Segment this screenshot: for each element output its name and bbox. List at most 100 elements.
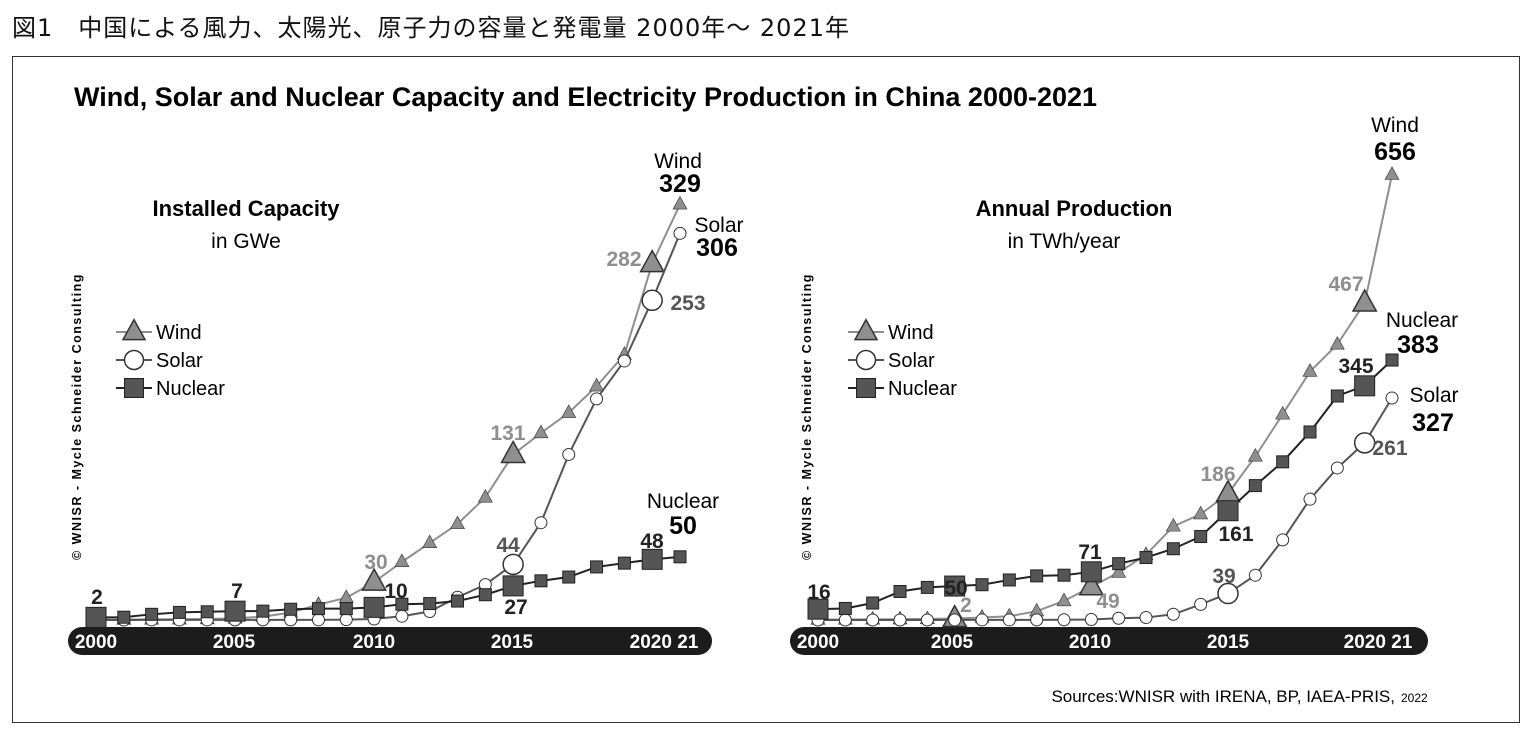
x-tick-label: 2000 — [75, 632, 117, 653]
data-label: 27 — [504, 596, 527, 619]
data-label: 10 — [384, 580, 407, 603]
nuclear-point — [478, 588, 492, 602]
nuclear-point — [502, 575, 524, 597]
data-label: 44 — [496, 534, 520, 557]
data-label: 2 — [91, 586, 103, 609]
x-tick-label: 2020 21 — [630, 632, 699, 653]
solar-point — [975, 613, 989, 627]
solar-point — [893, 613, 907, 627]
solar-point — [1353, 432, 1376, 454]
data-label: 186 — [1200, 463, 1235, 486]
data-label: 253 — [670, 292, 705, 315]
nuclear-point — [117, 610, 131, 624]
x-tick-label: 2010 — [353, 632, 395, 653]
legend-label: Wind — [888, 322, 934, 344]
legend-label: Solar — [888, 350, 935, 372]
data-label: 48 — [640, 530, 664, 553]
nuclear-point — [944, 575, 966, 597]
data-label: 39 — [1212, 565, 1235, 588]
wind-point — [1384, 166, 1400, 180]
nuclear-point — [1303, 425, 1317, 439]
end-label-name: Nuclear — [647, 490, 719, 513]
x-tick-label: 2020 21 — [1344, 632, 1413, 653]
nuclear-point — [1354, 375, 1376, 397]
copyright-right: © WNISR - Mycle Schneider Consulting — [800, 273, 814, 560]
solar-point — [590, 392, 604, 406]
data-label: 16 — [807, 581, 830, 604]
wind-point — [477, 488, 493, 503]
solar-point — [1112, 611, 1126, 625]
data-label: 30 — [364, 551, 387, 574]
nuclear-point — [807, 598, 829, 620]
end-label-value: 383 — [1397, 331, 1439, 359]
nuclear-point — [1330, 389, 1344, 403]
solar-point — [641, 289, 663, 312]
data-label: 7 — [231, 580, 243, 603]
wind-point — [338, 589, 354, 603]
x-tick-label: 2005 — [213, 632, 256, 653]
nuclear-point — [1385, 353, 1399, 367]
end-label-value: 656 — [1374, 138, 1416, 166]
solar-point — [617, 354, 631, 368]
series-line-wind — [95, 203, 681, 621]
wind-point — [422, 534, 438, 549]
nuclear-point — [224, 600, 246, 622]
x-axis-band — [68, 627, 712, 655]
nuclear-point — [363, 596, 385, 618]
nuclear-point — [395, 597, 409, 611]
nuclear-point — [1194, 530, 1208, 544]
solar-point — [1139, 611, 1153, 625]
nuclear-point — [1217, 500, 1239, 522]
wind-point — [361, 567, 387, 591]
solar-point — [1330, 461, 1344, 475]
series-line-nuclear — [817, 359, 1393, 611]
end-label-name: Wind — [1371, 114, 1419, 137]
legend-marker-nuclear — [124, 378, 144, 398]
data-label: 261 — [1372, 437, 1407, 460]
nuclear-point — [85, 606, 107, 628]
nuclear-point — [1030, 569, 1044, 583]
nuclear-point — [590, 560, 604, 574]
panel-subtitle: in GWe — [211, 230, 281, 253]
end-label-value: 327 — [1412, 409, 1454, 437]
nuclear-point — [145, 607, 159, 621]
solar-point — [920, 613, 934, 627]
wind-point — [450, 515, 465, 530]
legend-label: Wind — [156, 322, 202, 344]
nuclear-point — [1139, 551, 1153, 565]
data-label: 2 — [960, 594, 972, 617]
nuclear-point — [617, 556, 631, 570]
x-tick-label: 2000 — [797, 632, 839, 653]
wind-point — [1351, 288, 1378, 312]
solar-point — [1248, 568, 1262, 582]
nuclear-point — [975, 578, 989, 592]
solar-point — [673, 226, 687, 240]
solar-point — [395, 609, 409, 623]
solar-point — [1030, 613, 1044, 627]
legend-label: Nuclear — [156, 378, 225, 400]
series-line-nuclear — [95, 555, 681, 619]
nuclear-point — [920, 580, 934, 594]
end-label-name: Solar — [694, 214, 743, 237]
x-tick-label: 2015 — [491, 632, 534, 653]
figure-title: Wind, Solar and Nuclear Capacity and Ele… — [74, 82, 1097, 112]
nuclear-point — [866, 596, 880, 610]
page-title: 図1 中国による風力、太陽光、原子力の容量と発電量 2000年〜 2021年 — [12, 14, 850, 42]
solar-point — [1217, 582, 1239, 605]
end-label-name: Solar — [1409, 384, 1458, 407]
wind-point — [1111, 564, 1127, 578]
legend-marker-solar — [855, 349, 877, 371]
data-label: 131 — [490, 422, 525, 445]
copyright-left: © WNISR - Mycle Schneider Consulting — [70, 273, 84, 560]
nuclear-point — [893, 584, 907, 598]
nuclear-point — [284, 602, 298, 616]
sources-year: 2022 — [1401, 691, 1428, 705]
nuclear-point — [339, 602, 353, 616]
panel-title: Installed Capacity — [152, 196, 340, 221]
nuclear-point — [534, 574, 548, 588]
solar-point — [1385, 391, 1399, 405]
nuclear-point — [838, 601, 852, 615]
nuclear-point — [1057, 568, 1071, 582]
legend-marker-wind — [121, 318, 147, 341]
wind-point — [394, 553, 410, 567]
